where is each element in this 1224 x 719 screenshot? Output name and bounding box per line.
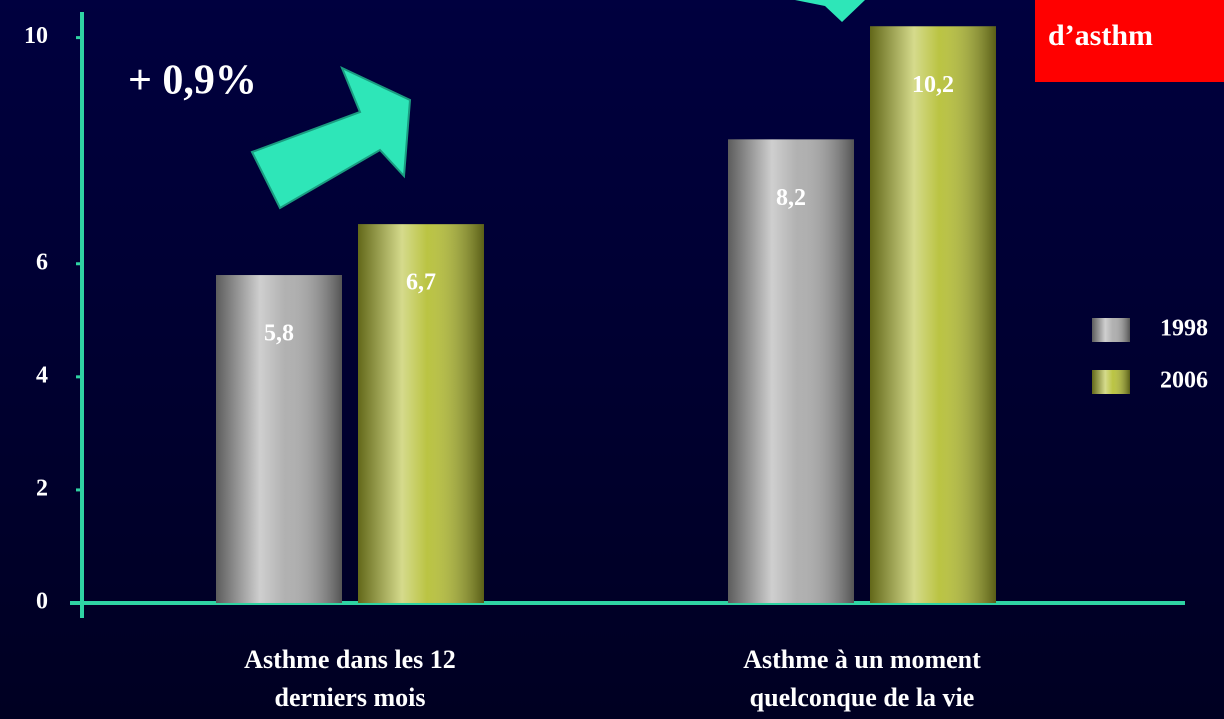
y-tick-label: 10 bbox=[24, 23, 48, 49]
data-label: 5,8 bbox=[264, 321, 294, 347]
data-label: 6,7 bbox=[406, 270, 436, 296]
title-box bbox=[1035, 0, 1224, 82]
y-tick-label: 0 bbox=[36, 589, 48, 615]
chart-title: d’asthm bbox=[1048, 19, 1153, 52]
y-tick-label: 4 bbox=[36, 362, 48, 388]
x-tick-label: Asthme à un moment bbox=[743, 645, 981, 674]
legend-swatch-shading bbox=[1092, 318, 1130, 342]
bar bbox=[870, 26, 996, 604]
y-tick-label: 2 bbox=[36, 475, 48, 501]
arrow bbox=[795, 0, 865, 22]
data-label: 8,2 bbox=[776, 185, 806, 211]
legend-label: 2006 bbox=[1160, 368, 1208, 394]
x-tick-label: Asthme dans les 12 bbox=[244, 645, 456, 674]
x-tick-label: derniers mois bbox=[275, 683, 426, 712]
x-tick-label: quelconque de la vie bbox=[750, 683, 975, 712]
legend-label: 1998 bbox=[1160, 316, 1208, 342]
annotation: + 0,9% bbox=[128, 58, 257, 104]
legend-swatch-shading bbox=[1092, 370, 1130, 394]
arrow bbox=[250, 66, 412, 210]
data-label: 10,2 bbox=[912, 72, 954, 98]
y-tick-label: 6 bbox=[36, 249, 48, 275]
